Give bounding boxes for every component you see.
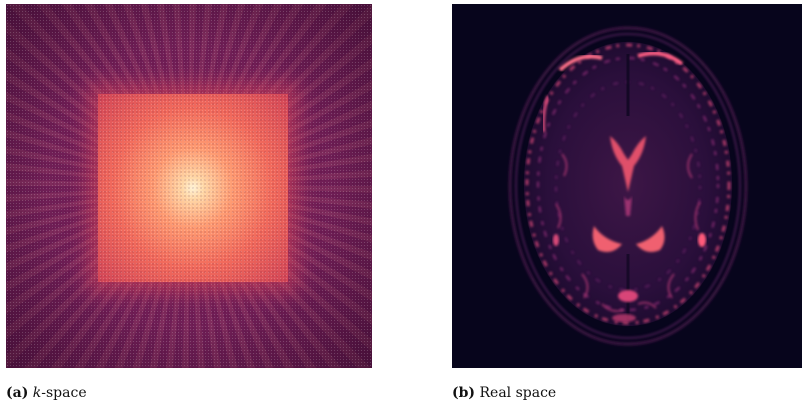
real-space-image — [452, 4, 802, 368]
caption-a-text: -space — [41, 385, 87, 401]
caption-a: (a) k-space — [6, 384, 87, 402]
occipital-horn-left — [592, 226, 622, 252]
kspace-center-square — [98, 94, 288, 282]
skull-outer-ring — [508, 26, 748, 346]
caption-b-label: (b) — [452, 385, 476, 401]
lateral-ventricles — [610, 136, 646, 192]
caption-a-italic: k — [32, 385, 42, 401]
cortex-rim — [525, 43, 731, 325]
caption-b-text: Real space — [479, 385, 557, 401]
kspace-noise-texture — [6, 4, 372, 368]
occipital-horn-right — [636, 226, 665, 252]
caption-b: (b) Real space — [452, 384, 556, 402]
caption-a-label: (a) — [6, 385, 29, 401]
brain-slice — [508, 26, 748, 346]
kspace-image — [6, 4, 372, 368]
